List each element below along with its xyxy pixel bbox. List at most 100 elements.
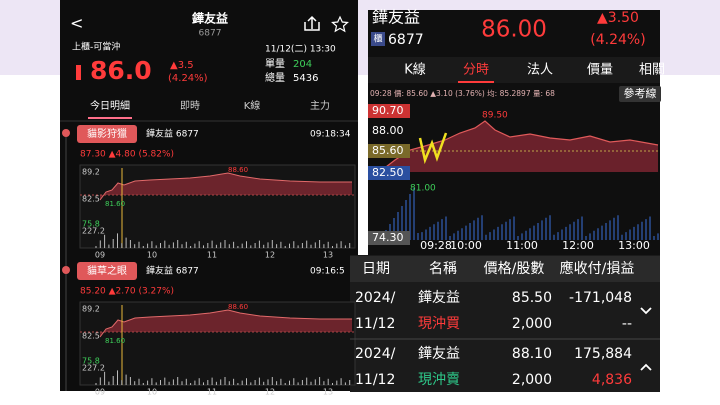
unit-volume: 204 xyxy=(293,59,312,70)
unit-volume-label: 單量 xyxy=(265,58,285,70)
price-marker xyxy=(76,65,81,80)
axis-label: 89.2 xyxy=(82,168,100,177)
cell: 175,884 xyxy=(574,346,632,362)
tab[interactable]: 即時 xyxy=(180,100,200,112)
x-label: 12:00 xyxy=(562,239,594,252)
tab[interactable]: 價量 xyxy=(587,63,613,78)
x-label: 13 xyxy=(323,388,333,397)
axis-label: 75.8 xyxy=(82,220,100,229)
price-line xyxy=(99,309,352,338)
x-label: 11 xyxy=(207,251,217,260)
peak-label: 88.60 xyxy=(228,303,248,311)
y-label: 74.30 xyxy=(372,231,404,244)
alert-time: 09:16:5 xyxy=(310,267,345,277)
timeline-dot xyxy=(62,266,70,274)
trough-label: 81.00 xyxy=(410,184,436,194)
cell: 11/12 xyxy=(355,316,395,332)
market-label: 上櫃-可當沖 xyxy=(72,41,120,53)
trough-label: 81.60 xyxy=(105,200,125,208)
tab[interactable]: 相關 xyxy=(639,63,665,78)
expand-chevron[interactable] xyxy=(640,363,652,371)
column-header: 日期 xyxy=(362,261,390,277)
axis-label: 89.2 xyxy=(82,305,100,314)
x-label: 10 xyxy=(147,251,157,260)
tab[interactable]: 今日明細 xyxy=(90,99,130,112)
axis-label: 82.5 xyxy=(82,332,100,341)
tab[interactable]: K線 xyxy=(244,99,261,112)
back-button[interactable]: < xyxy=(70,14,83,33)
cell: -171,048 xyxy=(569,290,632,306)
change-pct: (4.24%) xyxy=(590,32,645,48)
stock-name: 鏵友益 6877 xyxy=(146,265,199,277)
price: 86.00 xyxy=(481,17,547,43)
x-label: 13 xyxy=(323,251,333,260)
x-label: 09 xyxy=(95,251,105,260)
tab-underline xyxy=(88,117,132,119)
x-label: 09:28 xyxy=(420,239,452,252)
total-volume-label: 總量 xyxy=(265,71,285,84)
star-icon[interactable] xyxy=(331,15,349,33)
x-label: 11:00 xyxy=(506,239,538,252)
cell: 2024/ xyxy=(355,290,396,306)
y-label-box xyxy=(368,104,410,118)
badge-text: 貓影狩獵 xyxy=(87,127,127,140)
info-line: 09:28 價: 85.60 ▲3.10 (3.76%) 均: 85.2897 … xyxy=(370,88,555,98)
y-label: 85.60 xyxy=(372,144,404,157)
y-label: 82.50 xyxy=(372,166,404,179)
datetime: 11/12(二) 13:30 xyxy=(265,45,336,55)
x-label: 09 xyxy=(95,388,105,397)
x-label: 12 xyxy=(265,388,275,397)
change: ▲3.50 xyxy=(597,10,639,26)
cell: 現沖賣 xyxy=(418,372,460,388)
cell: 88.10 xyxy=(512,346,552,362)
cell: -- xyxy=(622,316,632,332)
x-label: 10 xyxy=(147,388,157,397)
tab[interactable]: 法人 xyxy=(527,63,553,78)
cell: 2,000 xyxy=(512,372,552,388)
badge-text: 貓草之眼 xyxy=(87,264,127,277)
column-header: 名稱 xyxy=(429,261,457,277)
trough-label: 81.60 xyxy=(105,337,125,345)
badge xyxy=(77,125,137,143)
cell: 現沖買 xyxy=(418,316,460,332)
peak-label: 88.60 xyxy=(228,166,248,174)
reference-button[interactable]: 參考線 xyxy=(624,86,657,100)
tab[interactable]: 主力 xyxy=(310,99,330,112)
quote: 87.30 ▲4.80 (5.82%) xyxy=(80,150,174,160)
change: ▲3.5 xyxy=(170,60,194,71)
expand-chevron[interactable] xyxy=(640,307,652,315)
market-badge: 櫃 xyxy=(373,33,382,45)
y-label: 90.70 xyxy=(372,104,404,117)
price-area xyxy=(382,121,658,172)
tab[interactable]: 分時 xyxy=(463,63,489,78)
alert-time: 09:18:34 xyxy=(310,130,351,140)
change-pct: (4.24%) xyxy=(168,73,208,84)
quote: 85.20 ▲2.70 (3.27%) xyxy=(80,287,174,297)
handwritten-w xyxy=(418,132,448,165)
x-label: 13:00 xyxy=(618,239,650,252)
tab-bar xyxy=(368,57,660,83)
axis-label: 82.5 xyxy=(82,195,100,204)
stock-code: 6877 xyxy=(199,29,222,39)
price-line xyxy=(381,120,659,171)
share-icon[interactable] xyxy=(304,15,320,31)
tab-underline xyxy=(458,81,494,83)
cell: 4,836 xyxy=(592,372,632,388)
right-phone xyxy=(368,10,660,256)
axis-label: 75.8 xyxy=(82,357,100,366)
y-label-box xyxy=(368,144,410,158)
price: 86.0 xyxy=(90,56,152,85)
stock-title: 鏵友益 xyxy=(192,11,228,26)
ref-button-box[interactable] xyxy=(619,86,661,102)
axis-label: 227.2 xyxy=(82,227,105,236)
stock-title: 鏵友益 xyxy=(372,8,420,27)
stock-code: 6877 xyxy=(388,32,424,48)
column-header: 價格/股數 xyxy=(484,260,545,277)
tab[interactable]: K線 xyxy=(404,62,426,78)
badge xyxy=(77,262,137,280)
y-label-box xyxy=(368,231,410,245)
table-header xyxy=(350,256,660,282)
market-badge-box xyxy=(371,32,385,46)
